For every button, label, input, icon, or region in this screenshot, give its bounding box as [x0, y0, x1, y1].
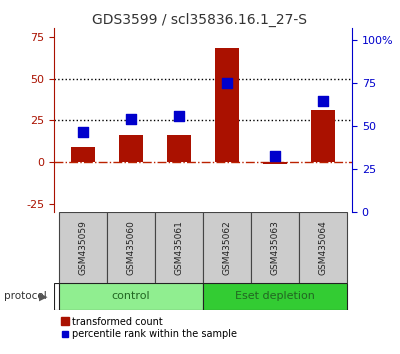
- Bar: [167, 136, 191, 162]
- Bar: [155, 212, 203, 283]
- Text: protocol: protocol: [4, 291, 47, 302]
- Text: GDS3599 / scl35836.16.1_27-S: GDS3599 / scl35836.16.1_27-S: [92, 12, 308, 27]
- Bar: [263, 162, 287, 164]
- Bar: [203, 283, 347, 310]
- Point: [80, 129, 86, 135]
- Text: GSM435060: GSM435060: [126, 220, 136, 275]
- Bar: [311, 110, 335, 162]
- Text: GSM435064: GSM435064: [319, 221, 328, 275]
- Point: [128, 117, 134, 122]
- Bar: [59, 283, 203, 310]
- Bar: [251, 212, 299, 283]
- Text: GSM435059: GSM435059: [78, 220, 87, 275]
- Legend: transformed count, percentile rank within the sample: transformed count, percentile rank withi…: [59, 315, 240, 341]
- Point: [272, 153, 278, 159]
- Point: [176, 113, 182, 119]
- Bar: [59, 212, 107, 283]
- Text: Eset depletion: Eset depletion: [235, 291, 315, 302]
- Bar: [119, 136, 143, 162]
- Bar: [107, 212, 155, 283]
- Text: GSM435062: GSM435062: [222, 221, 232, 275]
- Text: GSM435061: GSM435061: [174, 220, 184, 275]
- Bar: [215, 48, 239, 162]
- Point: [224, 81, 230, 86]
- Text: control: control: [112, 291, 150, 302]
- Bar: [299, 212, 347, 283]
- Bar: [71, 147, 95, 162]
- Text: ▶: ▶: [39, 291, 48, 302]
- Text: GSM435063: GSM435063: [270, 220, 280, 275]
- Point: [320, 98, 326, 103]
- Bar: [203, 212, 251, 283]
